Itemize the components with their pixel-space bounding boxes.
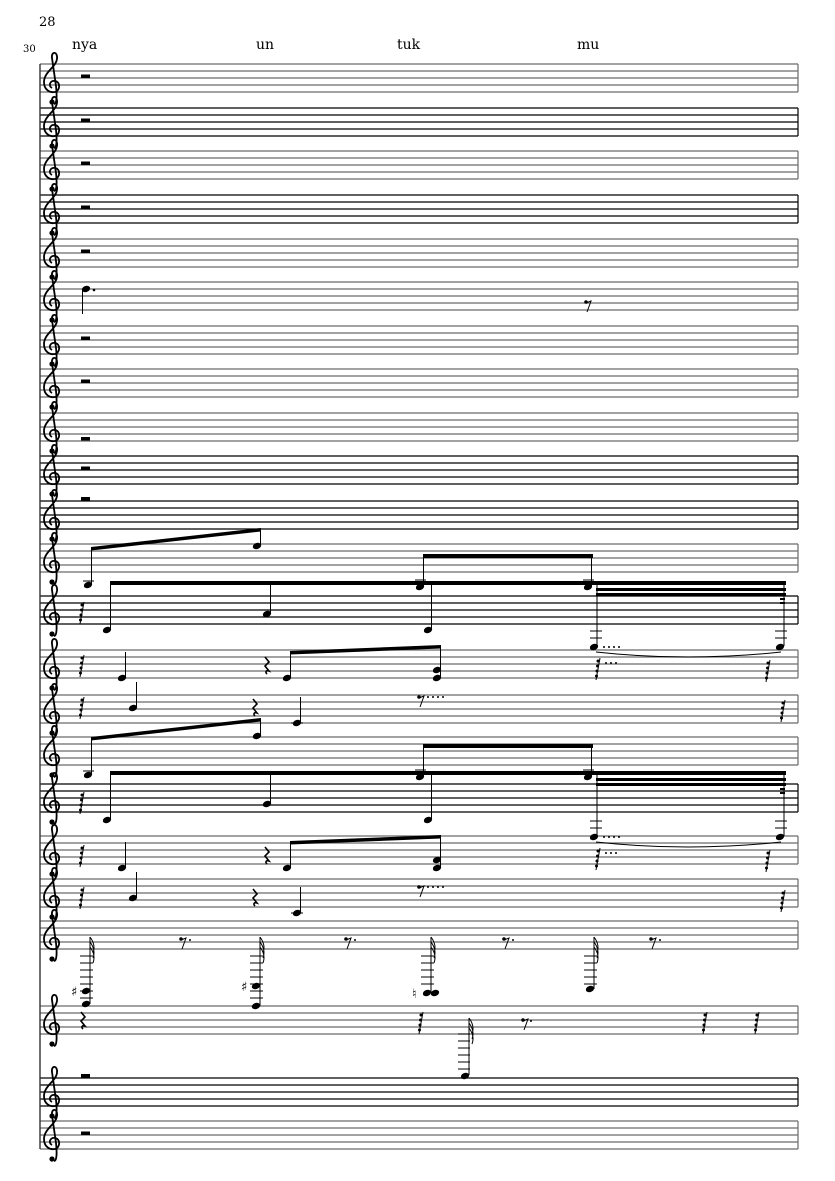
treble-clef-icon (43, 993, 61, 1048)
half-rest-icon (81, 161, 90, 165)
dot (512, 939, 514, 941)
half-rest-icon (81, 379, 90, 383)
staff (40, 866, 799, 921)
dot (189, 939, 191, 941)
treble-clef-icon (43, 356, 61, 411)
staff (40, 51, 799, 106)
beam (423, 554, 593, 558)
sharp-icon: ♯ (71, 985, 77, 1000)
treble-clef-icon (43, 531, 61, 586)
beam (596, 593, 786, 596)
staff (40, 993, 799, 1048)
staff (40, 400, 799, 455)
staff (40, 771, 799, 826)
beam (596, 588, 786, 591)
thirty-second-note: ♯ (71, 936, 95, 1009)
staff (40, 488, 799, 543)
treble-clef-icon (43, 269, 61, 324)
staff-21-content (80, 1011, 760, 1081)
sharp-icon: ♯ (241, 980, 247, 995)
beam (110, 581, 786, 585)
eighth-rest-icon (343, 936, 352, 950)
staff (40, 682, 799, 737)
32nd-rest-icon (779, 699, 786, 723)
half-rest-icon (81, 249, 90, 253)
beamed-notes-group (78, 528, 787, 728)
beam (91, 528, 261, 551)
staff (40, 724, 799, 779)
half-rest-icon (81, 118, 90, 122)
lyric-syllable: tuk (397, 37, 421, 53)
treble-clef-icon (43, 583, 61, 638)
lyric-syllable: mu (577, 37, 600, 53)
staff (40, 269, 799, 324)
treble-clef-icon (43, 138, 61, 193)
staff (40, 356, 799, 411)
thirty-second-note: ♮ (412, 936, 441, 1002)
staff (40, 1108, 799, 1163)
half-rest-icon (81, 497, 90, 501)
eighth-rest-icon (501, 936, 510, 950)
32nd-rest-icon (78, 601, 85, 625)
beam (290, 645, 441, 655)
32nd-rest-icon (78, 654, 85, 678)
measure-number-30: 30 (23, 44, 36, 55)
measure-number-28: 28 (39, 15, 56, 30)
thirty-second-notes: ♯ ♯ ♮ (71, 936, 661, 1011)
tie (595, 651, 782, 658)
half-rest-icon (81, 1131, 90, 1135)
32nd-rest-icon (594, 657, 601, 681)
eighth-rest-icon (416, 694, 425, 708)
half-rest-icon (81, 1074, 90, 1078)
treble-clef-icon (43, 724, 61, 779)
dotted-quarter-note (80, 284, 96, 314)
treble-clef-icon (43, 908, 61, 963)
half-rests (81, 74, 90, 1135)
staff (40, 138, 799, 193)
treble-clef-icon (43, 1108, 61, 1163)
half-rest-icon (81, 74, 90, 78)
half-rest-icon (81, 466, 90, 470)
staff (40, 531, 799, 586)
thirty-second-note: ♯ (241, 936, 265, 1011)
staff (40, 95, 799, 150)
staff (40, 637, 799, 692)
half-rest-icon (81, 336, 90, 340)
eighth-rest-icon (178, 936, 187, 950)
treble-clef-icon (43, 443, 61, 498)
staff (40, 823, 799, 878)
half-rest-icon (81, 437, 90, 441)
treble-clef-icon (43, 637, 61, 692)
dot (659, 939, 661, 941)
treble-clef-icon (43, 771, 61, 826)
staff (40, 313, 799, 368)
treble-clef-icon (43, 51, 61, 106)
lyric-syllable: un (256, 37, 275, 53)
staff (40, 908, 799, 963)
dot (354, 939, 356, 941)
thirty-second-note (584, 936, 599, 994)
eighth-rest-icon (648, 936, 657, 950)
staff (40, 182, 799, 237)
staff (40, 226, 799, 281)
beamed-notes-group-repeat (79, 718, 787, 917)
staff (40, 443, 799, 498)
staff (40, 1065, 799, 1120)
quarter-rest-icon (264, 656, 270, 675)
staff (40, 583, 799, 638)
treble-clef-icon (43, 182, 61, 237)
staff-system (39, 51, 799, 1163)
natural-icon: ♮ (412, 987, 417, 1002)
lyric-syllable: nya (72, 37, 98, 53)
half-rest-icon (81, 205, 90, 209)
